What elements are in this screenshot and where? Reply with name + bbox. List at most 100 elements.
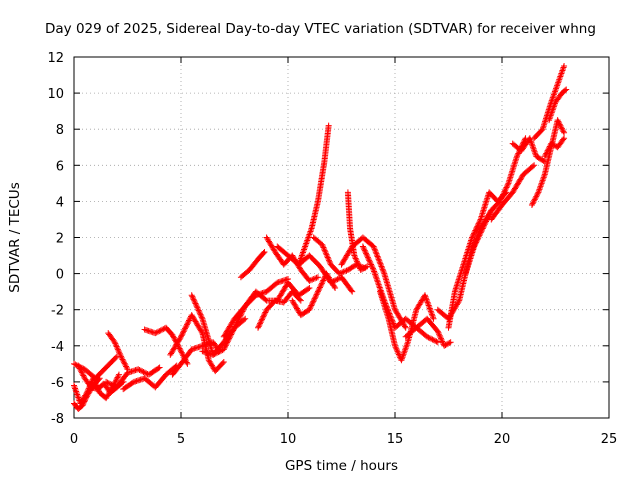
data-point: [226, 334, 233, 341]
data-point: [181, 327, 188, 334]
data-point: [394, 348, 401, 355]
data-point: [504, 183, 511, 190]
data-point: [255, 323, 262, 330]
data-point: [180, 328, 187, 335]
data-point: [312, 275, 319, 282]
series-trace-m: [237, 248, 268, 281]
data-point: [427, 306, 434, 313]
data-point: [372, 272, 379, 279]
data-point: [479, 226, 486, 233]
series-trace-ab: [488, 162, 538, 223]
data-point: [113, 377, 120, 384]
series-trace-ah: [71, 353, 120, 382]
data-points: [71, 63, 570, 412]
data-point: [428, 309, 435, 316]
data-point: [260, 249, 267, 256]
data-point: [515, 150, 522, 157]
data-point: [153, 329, 160, 336]
data-point: [374, 277, 381, 284]
data-point: [362, 264, 369, 271]
data-point: [486, 211, 493, 218]
data-point: [156, 328, 163, 335]
data-point: [543, 149, 550, 156]
data-point: [216, 348, 223, 355]
data-point: [178, 348, 184, 355]
data-point: [242, 315, 249, 322]
data-point: [532, 194, 539, 201]
data-point: [113, 343, 120, 350]
data-point: [375, 280, 382, 287]
data-point: [334, 276, 341, 283]
series-trace-l: [220, 279, 313, 340]
data-point: [109, 382, 116, 389]
data-point: [363, 251, 370, 258]
data-point: [428, 311, 435, 318]
data-point: [480, 224, 487, 231]
series-trace-v: [359, 243, 441, 346]
data-point: [307, 303, 314, 310]
data-point: [112, 340, 119, 347]
data-point: [77, 364, 84, 371]
data-point: [364, 253, 371, 260]
data-point: [257, 320, 264, 327]
data-point: [107, 380, 114, 387]
data-point: [374, 278, 381, 285]
data-point: [309, 299, 316, 306]
data-point: [426, 335, 433, 342]
data-point: [439, 338, 446, 345]
data-point: [364, 254, 371, 261]
data-point: [339, 269, 346, 276]
data-point: [226, 335, 233, 342]
data-point: [178, 349, 185, 356]
data-point: [79, 371, 86, 378]
data-point: [157, 327, 164, 334]
data-point: [113, 353, 120, 360]
data-point: [475, 233, 482, 240]
data-point: [374, 253, 381, 260]
data-point: [541, 153, 548, 160]
data-point: [427, 308, 434, 315]
data-point: [156, 364, 163, 371]
data-point: [470, 231, 477, 238]
data-point: [366, 258, 373, 265]
data-point: [378, 263, 385, 270]
data-point: [241, 316, 248, 323]
data-point: [342, 268, 349, 275]
data-point: [219, 360, 226, 367]
data-point: [353, 256, 360, 263]
data-point: [259, 315, 266, 322]
y-tick-label: 12: [47, 51, 64, 66]
data-point: [426, 303, 433, 310]
data-point: [435, 329, 442, 336]
data-point: [367, 260, 374, 267]
series-trace-ac: [509, 135, 548, 165]
series-trace-x: [402, 315, 454, 349]
data-point: [529, 163, 536, 170]
data-point: [195, 307, 202, 314]
data-point: [214, 349, 221, 356]
data-point: [502, 185, 509, 192]
data-point: [114, 374, 121, 381]
data-point: [542, 151, 549, 158]
series-trace-q: [295, 122, 332, 268]
data-point: [306, 277, 313, 284]
data-point: [426, 305, 433, 312]
data-point: [379, 264, 386, 271]
data-point: [549, 141, 556, 148]
y-tick-label: 6: [56, 159, 64, 174]
data-point: [224, 339, 231, 346]
data-point: [560, 136, 567, 143]
data-point: [531, 162, 538, 169]
data-point: [373, 275, 380, 282]
data-point: [531, 197, 538, 204]
data-point: [446, 339, 453, 346]
data-point: [230, 326, 237, 333]
data-point: [362, 249, 369, 256]
data-point: [561, 129, 568, 136]
data-point: [368, 261, 375, 268]
data-point: [197, 311, 204, 318]
data-point: [313, 291, 320, 298]
data-point: [402, 324, 409, 331]
data-point: [349, 288, 356, 295]
data-point: [361, 246, 368, 253]
